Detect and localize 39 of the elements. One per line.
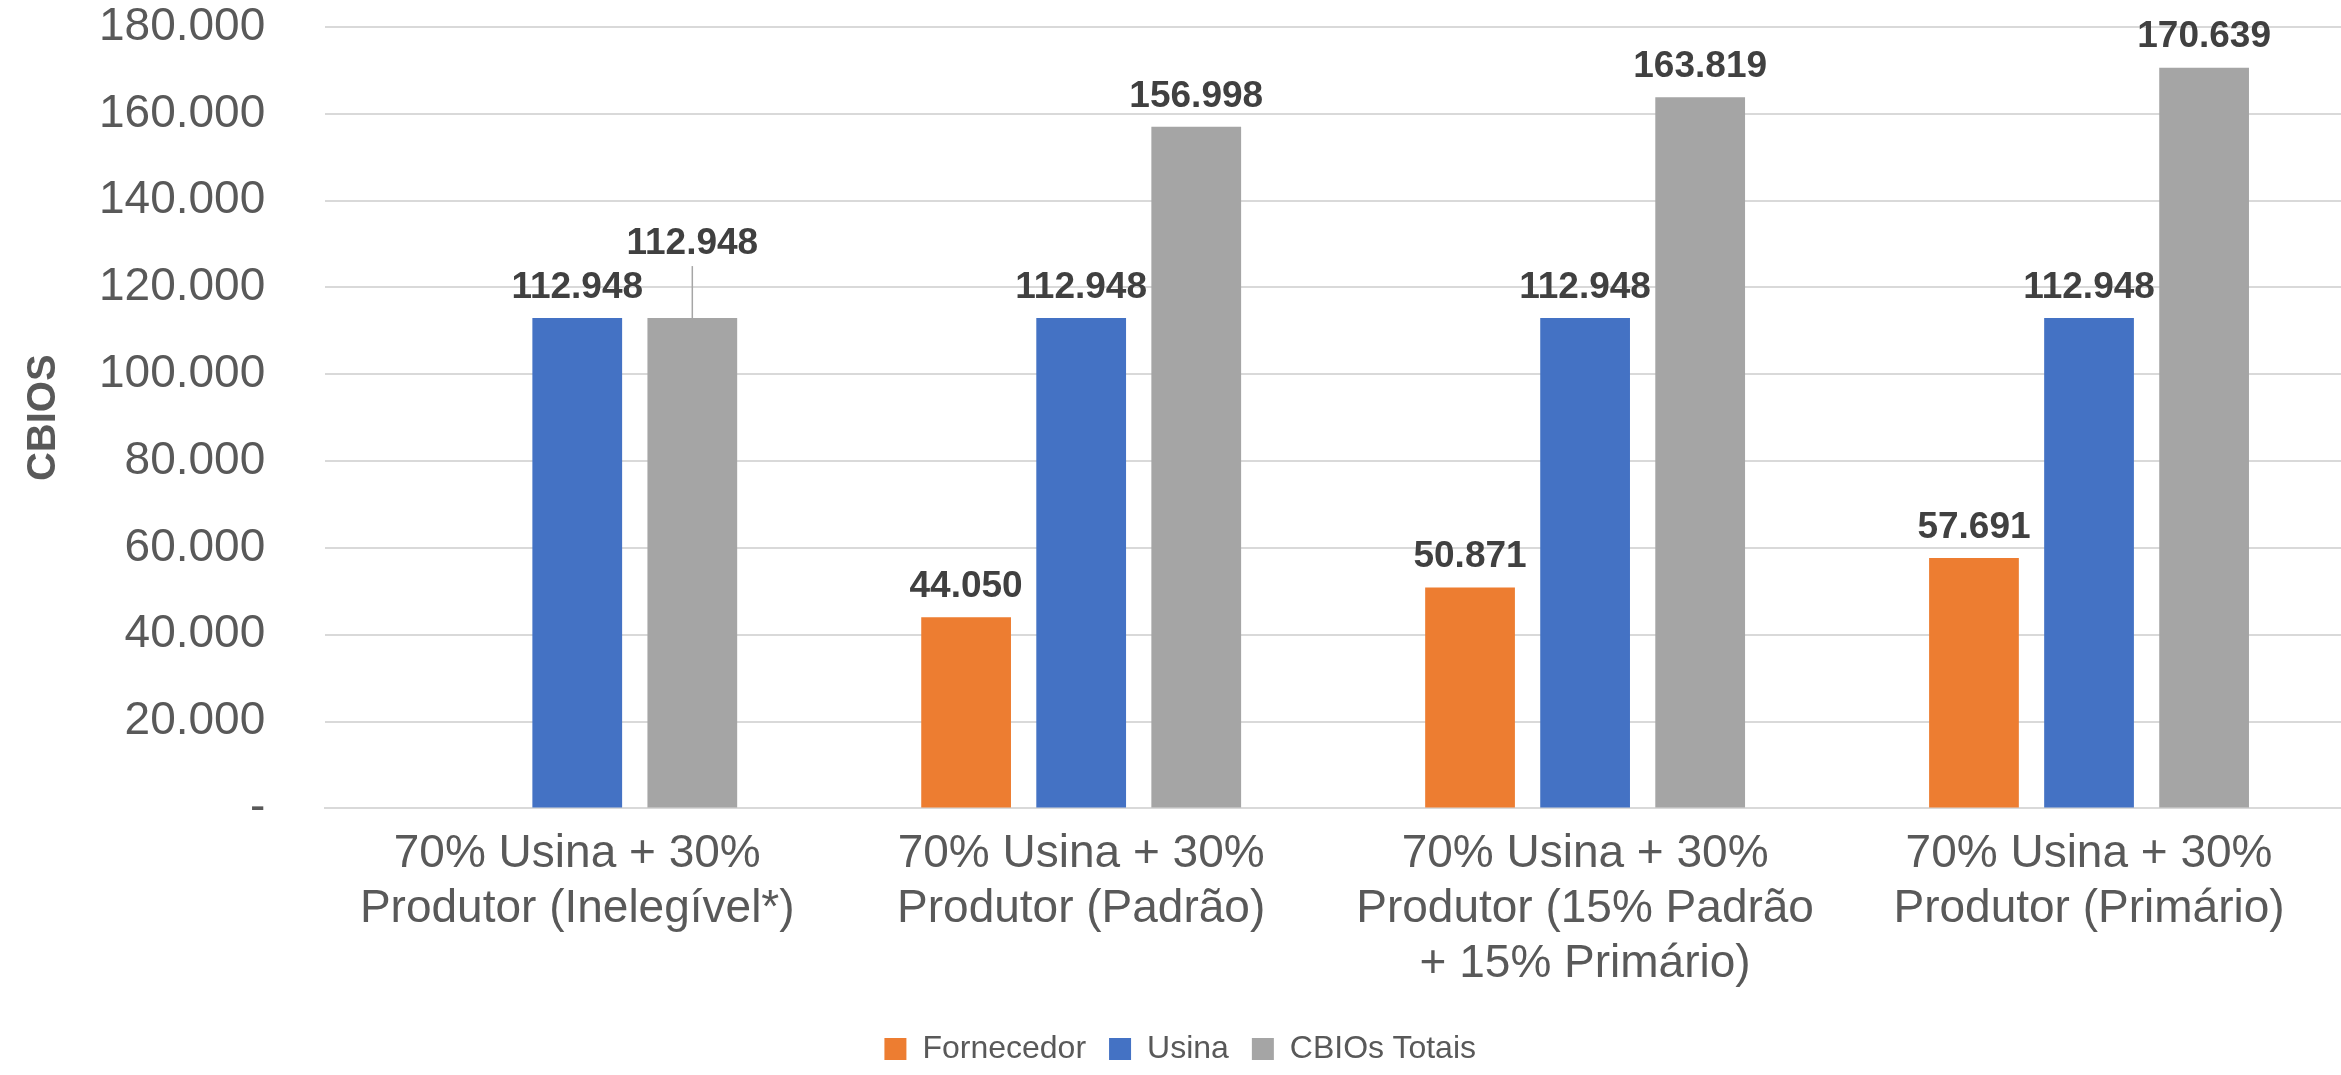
bar	[2159, 67, 2249, 808]
legend-label: CBIOs Totais	[1289, 1028, 1477, 1065]
data-label: 112.948	[1519, 264, 1651, 306]
x-tick-label: 70% Usina + 30% Produtor (15% Padrão + 15% Primário)	[1356, 824, 1814, 988]
y-tick-label: -	[249, 779, 266, 832]
data-label: 112.948	[626, 220, 759, 262]
y-axis-title: CBIOS	[19, 354, 64, 482]
x-tick-label: 70% Usina + 30% Produtor (Padrão)	[897, 824, 1266, 932]
bar	[1036, 318, 1127, 808]
y-tick-label: 140.000	[99, 171, 266, 224]
data-label: 50.871	[1413, 534, 1527, 576]
y-tick-label: 40.000	[124, 605, 266, 658]
data-label: 170.639	[2137, 14, 2271, 56]
y-tick-label: 100.000	[99, 344, 266, 397]
y-tick-label: 180.000	[99, 0, 266, 50]
data-label: 163.819	[1633, 43, 1768, 85]
y-tick-label: 160.000	[99, 84, 266, 137]
data-label: 112.948	[511, 264, 644, 306]
bar	[1540, 318, 1630, 808]
y-tick-label: 20.000	[124, 692, 266, 745]
data-label: 57.691	[1917, 504, 2031, 546]
x-tick-label: 70% Usina + 30% Produtor (Primário)	[1893, 824, 2285, 932]
data-label: 112.948	[2023, 264, 2155, 306]
x-tick-label: 70% Usina + 30% Produtor (Inelegível*)	[359, 824, 795, 932]
data-label: 44.050	[909, 563, 1023, 605]
y-tick-label: 80.000	[124, 431, 266, 484]
bar	[2044, 318, 2134, 808]
y-tick-label: 60.000	[124, 518, 266, 571]
bar	[532, 318, 623, 808]
legend-label: Fornecedor	[922, 1028, 1087, 1065]
bar	[1425, 587, 1515, 808]
bar	[921, 617, 1011, 808]
data-label: 112.948	[1015, 264, 1148, 306]
data-label: 156.998	[1129, 73, 1264, 115]
bar	[1655, 97, 1746, 808]
bar	[1929, 557, 2019, 808]
y-tick-label: 120.000	[99, 258, 266, 311]
bar	[1151, 126, 1242, 808]
legend-label: Usina	[1147, 1028, 1230, 1065]
